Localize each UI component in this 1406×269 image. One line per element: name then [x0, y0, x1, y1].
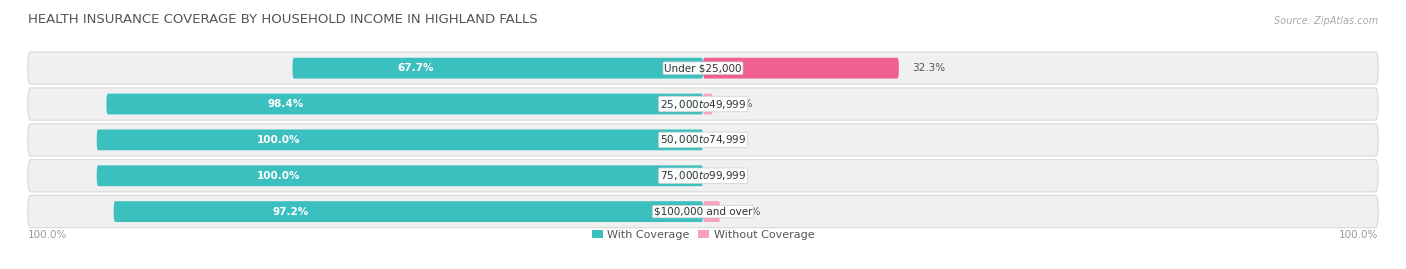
Text: $25,000 to $49,999: $25,000 to $49,999 — [659, 98, 747, 111]
Text: 100.0%: 100.0% — [1339, 230, 1378, 240]
FancyBboxPatch shape — [114, 201, 703, 222]
Text: 32.3%: 32.3% — [912, 63, 946, 73]
FancyBboxPatch shape — [28, 88, 1378, 120]
FancyBboxPatch shape — [107, 94, 703, 114]
Legend: With Coverage, Without Coverage: With Coverage, Without Coverage — [592, 230, 814, 240]
FancyBboxPatch shape — [28, 160, 1378, 192]
FancyBboxPatch shape — [703, 201, 720, 222]
Text: $75,000 to $99,999: $75,000 to $99,999 — [659, 169, 747, 182]
FancyBboxPatch shape — [28, 52, 1378, 84]
Text: 0.0%: 0.0% — [717, 171, 742, 181]
Text: 2.8%: 2.8% — [734, 207, 761, 217]
Text: 100.0%: 100.0% — [257, 135, 301, 145]
FancyBboxPatch shape — [28, 196, 1378, 228]
Text: $100,000 and over: $100,000 and over — [654, 207, 752, 217]
FancyBboxPatch shape — [97, 165, 703, 186]
Text: HEALTH INSURANCE COVERAGE BY HOUSEHOLD INCOME IN HIGHLAND FALLS: HEALTH INSURANCE COVERAGE BY HOUSEHOLD I… — [28, 13, 537, 26]
Text: 97.2%: 97.2% — [273, 207, 309, 217]
Text: 0.0%: 0.0% — [717, 135, 742, 145]
Text: Under $25,000: Under $25,000 — [664, 63, 742, 73]
Text: 1.6%: 1.6% — [727, 99, 754, 109]
Text: 98.4%: 98.4% — [267, 99, 304, 109]
FancyBboxPatch shape — [703, 94, 713, 114]
Text: 100.0%: 100.0% — [257, 171, 301, 181]
FancyBboxPatch shape — [703, 58, 898, 79]
Text: 67.7%: 67.7% — [398, 63, 434, 73]
Text: $50,000 to $74,999: $50,000 to $74,999 — [659, 133, 747, 146]
FancyBboxPatch shape — [28, 124, 1378, 156]
Text: 100.0%: 100.0% — [28, 230, 67, 240]
FancyBboxPatch shape — [292, 58, 703, 79]
Text: Source: ZipAtlas.com: Source: ZipAtlas.com — [1274, 16, 1378, 26]
FancyBboxPatch shape — [97, 129, 703, 150]
